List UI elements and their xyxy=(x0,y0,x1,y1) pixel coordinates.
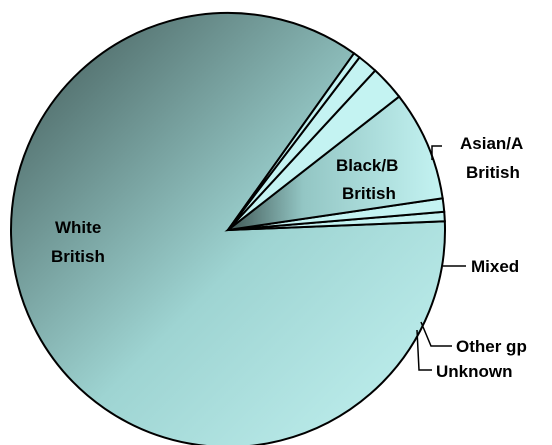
pie-slices xyxy=(10,12,446,445)
label-unknown: Unknown xyxy=(436,362,513,381)
slice-labels: White British Black/B British Asian/A Br… xyxy=(51,134,527,381)
label-black-british-line1: Black/B xyxy=(336,156,398,175)
label-other-gp: Other gp xyxy=(456,337,527,356)
pie-slice-mixed xyxy=(224,95,444,232)
leader-line-other xyxy=(420,321,452,347)
label-mixed: Mixed xyxy=(471,257,519,276)
label-asian-british-line2: British xyxy=(466,163,520,182)
pie-slice-other-gp xyxy=(227,51,361,231)
label-asian-british-line1: Asian/A xyxy=(460,134,523,153)
label-black-british-line2: British xyxy=(342,184,396,203)
label-white-british-line1: White xyxy=(55,218,101,237)
leader-line-asian xyxy=(431,145,442,160)
leader-lines xyxy=(416,145,466,371)
leader-line-unknown xyxy=(416,329,432,371)
label-white-british-line2: British xyxy=(51,247,105,266)
